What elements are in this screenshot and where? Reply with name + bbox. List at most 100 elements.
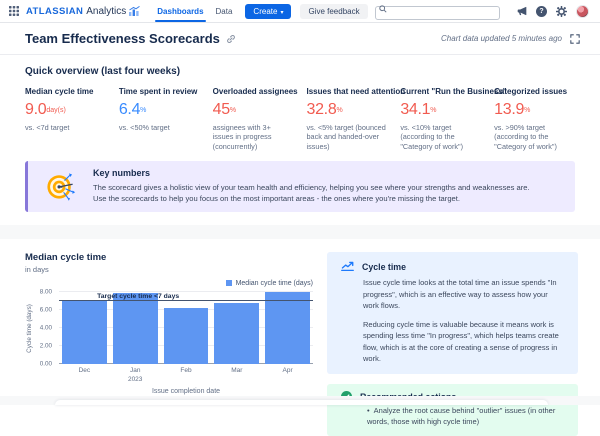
scorecard-row: Median cycle time 9.0day(s) vs. <7d targ… — [25, 87, 575, 151]
tab-data[interactable]: Data — [215, 6, 233, 16]
scorecard-title: Median cycle time — [25, 87, 94, 96]
y-tick-label: 8.00 — [39, 288, 52, 296]
create-button-label: Create — [253, 6, 278, 16]
scorecard-categorized-issues: Categorized issues 13.9% vs. >90% target… — [494, 87, 575, 151]
info-box-title: Cycle time — [362, 261, 407, 272]
legend-swatch — [225, 280, 232, 287]
scorecard-subtext: vs. <50% target — [118, 123, 170, 132]
nav-icon-group: ? — [517, 4, 589, 18]
help-icon[interactable]: ? — [536, 5, 547, 17]
settings-gear-icon[interactable] — [556, 5, 567, 17]
search-container — [374, 2, 500, 20]
chevron-down-icon: ▾ — [280, 9, 284, 16]
scorecard-title: Time spent in review — [118, 87, 198, 96]
brand-logo[interactable]: ATLASSIAN Analytics — [26, 5, 141, 17]
x-axis-title: Issue completion date — [151, 387, 221, 395]
title-bar: Team Effectiveness Scorecards Chart data… — [0, 23, 600, 55]
scorecard-run-the-business: Current "Run the Business" 34.1% vs. <10… — [400, 87, 507, 151]
chart-subtitle: in days — [25, 265, 49, 275]
banner-line-2: Use the scorecards to help you focus on … — [93, 194, 460, 204]
nav-tabs: Dashboards Data — [155, 0, 233, 22]
scorecard-value: 13.9% — [494, 101, 531, 118]
bar[interactable] — [265, 292, 310, 365]
brand-name: ATLASSIAN — [26, 5, 84, 17]
plot-outer: Cycle time (days) 0.00 2.00 4.00 6.00 8.00 T… — [26, 289, 313, 368]
target-reference-label: Target cycle time <7 days — [97, 293, 180, 301]
bottom-section-divider — [0, 396, 600, 405]
bars — [59, 292, 313, 365]
y-axis-ticks: 0.00 2.00 4.00 6.00 8.00 — [33, 288, 55, 368]
banner-text: The scorecard gives a holistic view of y… — [93, 182, 530, 204]
overview-heading: Quick overview (last four weeks) — [25, 66, 181, 77]
legend-label: Median cycle time (days) — [235, 279, 313, 287]
scorecard-value: 34.1% — [400, 101, 437, 118]
give-feedback-button[interactable]: Give feedback — [300, 3, 368, 19]
create-button[interactable]: Create ▾ — [245, 3, 292, 19]
chart-trend-icon — [341, 262, 354, 272]
scorecard-time-in-review: Time spent in review 6.4% vs. <50% targe… — [119, 87, 200, 151]
info-head: Cycle time — [341, 261, 564, 272]
x-tick-label: Dec — [78, 367, 91, 375]
scorecard-title: Overloaded assignees — [212, 87, 298, 96]
y-tick-label: 2.00 — [39, 342, 52, 350]
gridline — [59, 291, 313, 293]
chart-title: Median cycle time — [25, 252, 107, 264]
scorecard-title: Issues that need attention — [306, 87, 406, 96]
banner-title: Key numbers — [93, 168, 151, 179]
scorecard-value: 9.0day(s) — [25, 101, 66, 118]
top-navigation: ATLASSIAN Analytics Dashboards Data Crea… — [0, 0, 600, 23]
x-tick-label: Apr — [282, 367, 293, 375]
plot-area: Target cycle time <7 days — [59, 291, 313, 365]
x-tick-label: Feb — [180, 367, 192, 375]
info-paragraph-1: Issue cycle time looks at the total time… — [363, 278, 557, 310]
section-divider — [0, 225, 600, 240]
y-tick-label: 0.00 — [39, 360, 52, 368]
recommended-action-item: Analyze the root cause behind "outlier" … — [367, 405, 564, 428]
tab-dashboards[interactable]: Dashboards — [155, 0, 206, 22]
scorecard-subtext: assignees with 3+ issues in progress (co… — [212, 123, 272, 151]
target-bullseye-icon — [47, 173, 76, 202]
page-title: Team Effectiveness Scorecards — [25, 31, 220, 46]
recommended-actions-list: Analyze the root cause behind "outlier" … — [367, 405, 564, 428]
scorecard-median-cycle-time: Median cycle time 9.0day(s) vs. <7d targ… — [25, 87, 106, 151]
banner-content: Key numbers The scorecard gives a holist… — [93, 168, 530, 204]
bar[interactable] — [62, 300, 107, 365]
x-tick-label: Mar — [231, 367, 243, 375]
search-icon — [378, 5, 387, 13]
scorecard-title: Categorized issues — [494, 87, 568, 96]
scorecard-subtext: vs. <7d target — [25, 123, 70, 132]
search-input[interactable] — [374, 5, 500, 20]
x-tick-label: Jan 2023 — [127, 367, 143, 383]
scorecard-subtext: vs. <5% target (bounced back and handed-… — [306, 123, 386, 151]
x-axis-labels: Dec Jan 2023 Feb Mar Apr — [59, 367, 313, 383]
scorecard-subtext: vs. <10% target (according to the "Categ… — [400, 123, 464, 151]
brand-product: Analytics — [86, 5, 127, 17]
bar[interactable] — [214, 303, 260, 365]
insights-column: Cycle time Issue cycle time looks at the… — [327, 252, 578, 436]
scorecard-value: 45% — [212, 101, 237, 118]
next-card-edge — [55, 400, 548, 405]
scorecard-title: Current "Run the Business" — [400, 87, 507, 96]
cycle-time-info-box: Cycle time Issue cycle time looks at the… — [327, 252, 578, 375]
quick-overview-section: Quick overview (last four weeks) Median … — [0, 55, 600, 226]
scorecard-value: 6.4% — [118, 101, 147, 118]
cycle-time-section: Median cycle time in days Median cycle t… — [0, 239, 600, 436]
banner-line-1: The scorecard gives a holistic view of y… — [93, 183, 530, 193]
fullscreen-icon[interactable] — [570, 33, 580, 44]
user-avatar[interactable] — [576, 4, 589, 18]
y-tick-label: 6.00 — [39, 306, 52, 314]
scorecard-subtext: vs. >90% target (according to the "Categ… — [494, 123, 557, 151]
copy-link-icon[interactable] — [226, 34, 236, 44]
chart-legend[interactable]: Median cycle time (days) — [25, 279, 313, 287]
announcements-icon[interactable] — [517, 6, 527, 16]
y-tick-label: 4.00 — [39, 324, 52, 332]
scorecard-overloaded-assignees: Overloaded assignees 45% assignees with … — [212, 87, 298, 151]
bar[interactable] — [163, 307, 209, 365]
info-paragraph-2: Reducing cycle time is valuable because … — [363, 320, 559, 363]
bar[interactable] — [112, 293, 158, 365]
key-numbers-banner: Key numbers The scorecard gives a holist… — [25, 161, 575, 213]
app-switcher-icon[interactable] — [9, 6, 19, 16]
scorecard-issues-need-attention: Issues that need attention 32.8% vs. <5%… — [306, 87, 406, 151]
chart-updated-status: Chart data updated 5 minutes ago — [441, 34, 562, 43]
target-reference-line — [59, 300, 313, 302]
